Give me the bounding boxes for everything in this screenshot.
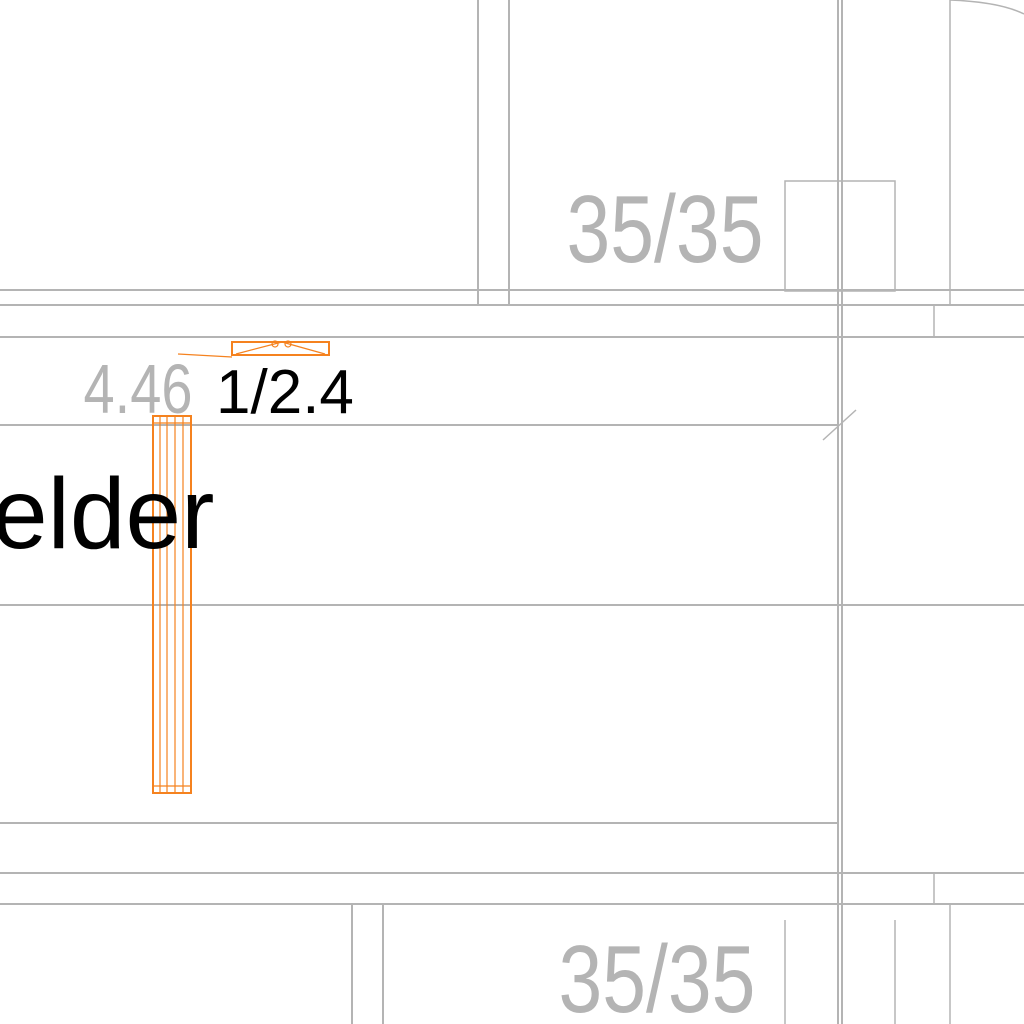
orange-wall-fixture bbox=[177, 340, 330, 358]
fixture-cross-line bbox=[281, 341, 326, 355]
column-size-label-bottom: 35/35 bbox=[559, 926, 756, 1024]
lower-room-walls bbox=[351, 904, 951, 1024]
orange-radiator bbox=[152, 415, 192, 794]
column-outline-top bbox=[784, 180, 896, 292]
column-size-label-top: 35/35 bbox=[567, 176, 764, 283]
corridor-walls bbox=[0, 289, 1024, 905]
room-name-label: elder bbox=[0, 458, 214, 570]
ratio-label: 1/2.4 bbox=[216, 358, 354, 427]
fixture-cross-line bbox=[235, 341, 283, 355]
upper-room-walls bbox=[477, 0, 1024, 1024]
dimension-tick bbox=[822, 409, 857, 441]
fixture-detail bbox=[284, 340, 292, 348]
fixture-leader-line bbox=[177, 353, 233, 358]
radiator-outline bbox=[152, 415, 192, 794]
elevation-label: 4.46 bbox=[84, 351, 193, 428]
door-swing-arc bbox=[949, 0, 1024, 15]
fixture-detail bbox=[271, 340, 279, 348]
fixture-outline bbox=[231, 341, 330, 356]
